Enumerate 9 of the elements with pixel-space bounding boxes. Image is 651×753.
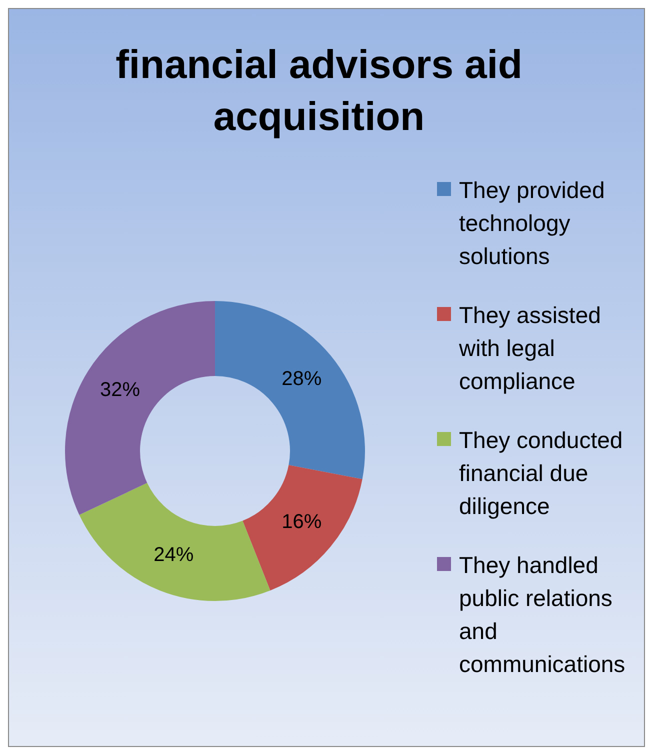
legend-label: They provided technology solutions xyxy=(459,176,606,271)
legend-label: They conducted financial due diligence xyxy=(459,426,624,521)
legend-label: They handled public relations and communications xyxy=(459,551,626,679)
legend-label: They assisted with legal compliance xyxy=(459,301,602,396)
data-label: 16% xyxy=(282,511,322,534)
data-label: 24% xyxy=(154,544,194,566)
data-label: 32% xyxy=(100,379,140,402)
chart-title: financial advisors aid acquisition xyxy=(114,42,524,141)
data-label: 28% xyxy=(282,368,322,390)
